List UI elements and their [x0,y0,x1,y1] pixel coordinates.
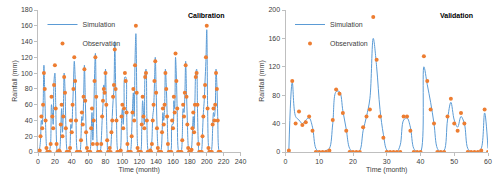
svg-text:Observation: Observation [330,40,368,47]
svg-text:160: 160 [167,158,179,165]
svg-text:20: 20 [51,158,59,165]
svg-text:160: 160 [21,22,33,29]
svg-text:Simulation: Simulation [330,21,363,28]
svg-text:120: 120 [133,158,145,165]
svg-text:Validation: Validation [440,12,473,19]
svg-text:80: 80 [102,158,110,165]
svg-text:Rainfall (mm): Rainfall (mm) [11,60,19,102]
svg-text:120: 120 [268,63,280,70]
svg-text:120: 120 [21,54,33,61]
svg-text:50: 50 [450,158,458,165]
svg-text:60: 60 [25,101,33,108]
svg-text:20: 20 [25,133,33,140]
svg-text:240: 240 [235,158,247,165]
svg-text:40: 40 [417,158,425,165]
svg-text:40: 40 [272,120,280,127]
svg-text:100: 100 [21,70,33,77]
svg-text:0: 0 [36,158,40,165]
svg-text:Time (month): Time (month) [119,166,160,174]
svg-text:Simulation: Simulation [83,21,116,28]
svg-text:220: 220 [218,158,230,165]
svg-text:30: 30 [383,158,391,165]
svg-text:140: 140 [150,158,162,165]
svg-text:40: 40 [68,158,76,165]
svg-text:Calibration: Calibration [188,12,225,19]
svg-text:0: 0 [276,148,280,155]
svg-text:Observation: Observation [83,40,121,47]
svg-text:60: 60 [85,158,93,165]
svg-text:180: 180 [184,158,196,165]
svg-text:100: 100 [117,158,129,165]
svg-text:Rainfall (mm): Rainfall (mm) [258,60,266,102]
svg-text:0: 0 [29,148,33,155]
svg-text:40: 40 [25,117,33,124]
svg-text:180: 180 [21,6,33,13]
svg-text:20: 20 [349,158,357,165]
svg-text:140: 140 [21,38,33,45]
svg-text:200: 200 [201,158,213,165]
svg-text:10: 10 [315,158,323,165]
svg-text:160: 160 [268,35,280,42]
svg-text:200: 200 [268,6,280,13]
svg-text:80: 80 [272,92,280,99]
svg-text:Time (month): Time (month) [366,166,407,174]
svg-text:80: 80 [25,85,33,92]
svg-text:0: 0 [284,158,288,165]
svg-text:60: 60 [484,158,492,165]
